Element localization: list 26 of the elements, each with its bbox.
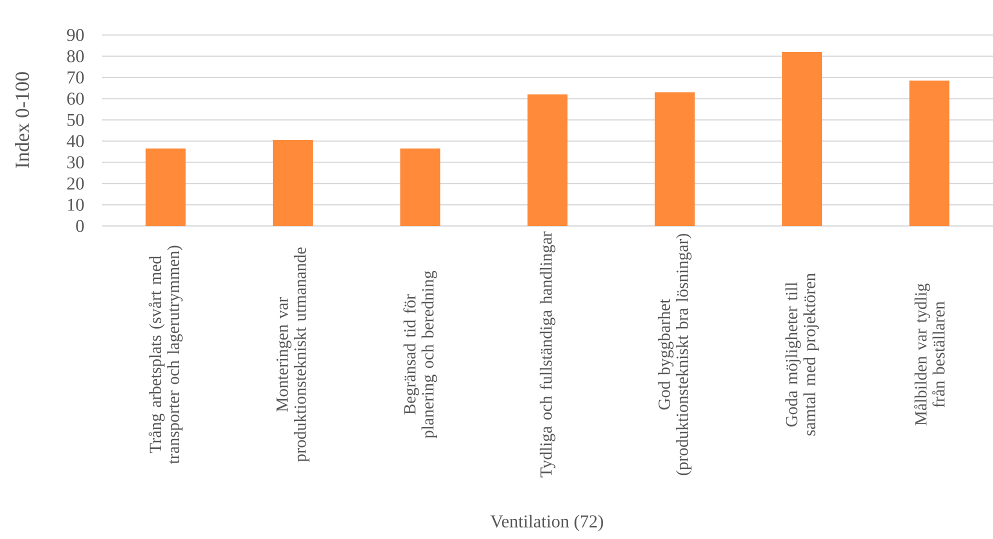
bar — [654, 92, 695, 226]
bar — [528, 94, 568, 226]
bar — [400, 148, 440, 226]
y-tick-label: 90 — [67, 28, 84, 42]
x-tick-label: Begränsad tid för planering och beredning — [403, 270, 438, 438]
y-tick-label: 50 — [68, 114, 84, 126]
bar — [146, 148, 186, 226]
x-tick-label: Målbilden var tydlig från beställaren — [914, 284, 945, 426]
y-tick-label: 30 — [67, 156, 84, 168]
x-tick-label: Trång arbetsplats (svårt med transporter och lagerutrymmen) — [148, 246, 183, 464]
y-tick-label: 10 — [68, 198, 84, 211]
x-axis-title: Ventilation (72) — [490, 514, 603, 532]
y-tick-label: 70 — [68, 71, 84, 84]
bar — [909, 80, 950, 226]
y-tick-label: 60 — [67, 92, 84, 105]
y-tick-label: 80 — [67, 50, 84, 62]
x-tick-label: Goda möjligheter till samtal med projektören — [785, 273, 819, 436]
bar — [272, 140, 313, 226]
x-tick-label: God byggbarhet (produktionstekniskt bra lösningar) — [658, 234, 692, 476]
x-tick-label: Monteringen var produktionstekniskt utmanande — [276, 247, 310, 462]
x-tick-label: Tydliga och fullständiga handlingar — [540, 232, 556, 478]
y-tick-label: 40 — [66, 135, 84, 148]
bar — [782, 52, 822, 226]
y-tick-label: 20 — [67, 177, 84, 190]
y-tick-label: 0 — [76, 220, 84, 232]
y-axis-title: Index 0-100 — [14, 72, 30, 168]
